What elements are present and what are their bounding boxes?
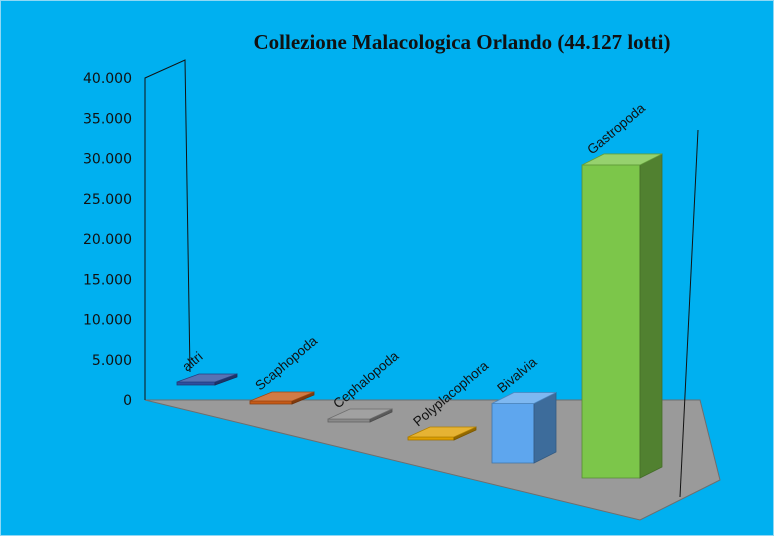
bar (249, 391, 315, 405)
bar-front (249, 400, 293, 405)
back-wall-left (144, 59, 191, 400)
bar-top (581, 153, 663, 166)
bar (407, 426, 477, 441)
bar-front (491, 403, 535, 464)
bar-top (491, 392, 557, 404)
bar-front (327, 418, 371, 423)
y-tick-label: 10.000 (83, 313, 132, 329)
y-tick-label: 20.000 (83, 232, 132, 248)
category-label: Scaphopoda (252, 333, 320, 394)
y-tick-label: 5.000 (92, 353, 132, 369)
y-tick-label: 30.000 (83, 152, 132, 168)
bar-top (176, 373, 238, 383)
category-labels: altri Scaphopoda Cephalopoda Polyplacophora… (179, 100, 648, 429)
back-wall-right (679, 129, 699, 498)
y-tick-label: 0 (123, 393, 132, 409)
y-tick-label: 15.000 (83, 272, 132, 288)
y-axis-ticks: 0 5.000 10.000 15.000 20.000 25.000 30.000 35.0… (83, 71, 132, 409)
bar-top (249, 391, 315, 402)
bar-side (639, 153, 663, 479)
bar-side (533, 391, 557, 464)
chart-title: Collezione Malacologica Orlando (44.127 … (253, 30, 671, 54)
category-label: Bivalvia (494, 354, 540, 396)
bar (581, 153, 663, 479)
y-tick-label: 25.000 (83, 192, 132, 208)
bar-top (327, 408, 393, 420)
category-label: Gastropoda (584, 100, 648, 157)
bars (176, 153, 663, 479)
bar-top (407, 426, 477, 438)
bar (491, 391, 557, 464)
bar (176, 373, 238, 386)
bar-front (407, 436, 455, 441)
bar-front (176, 381, 216, 386)
bar (327, 408, 393, 423)
y-tick-label: 35.000 (83, 111, 132, 127)
category-label: altri (179, 349, 205, 374)
y-tick-label: 40.000 (83, 71, 132, 87)
bar-front (581, 164, 641, 479)
